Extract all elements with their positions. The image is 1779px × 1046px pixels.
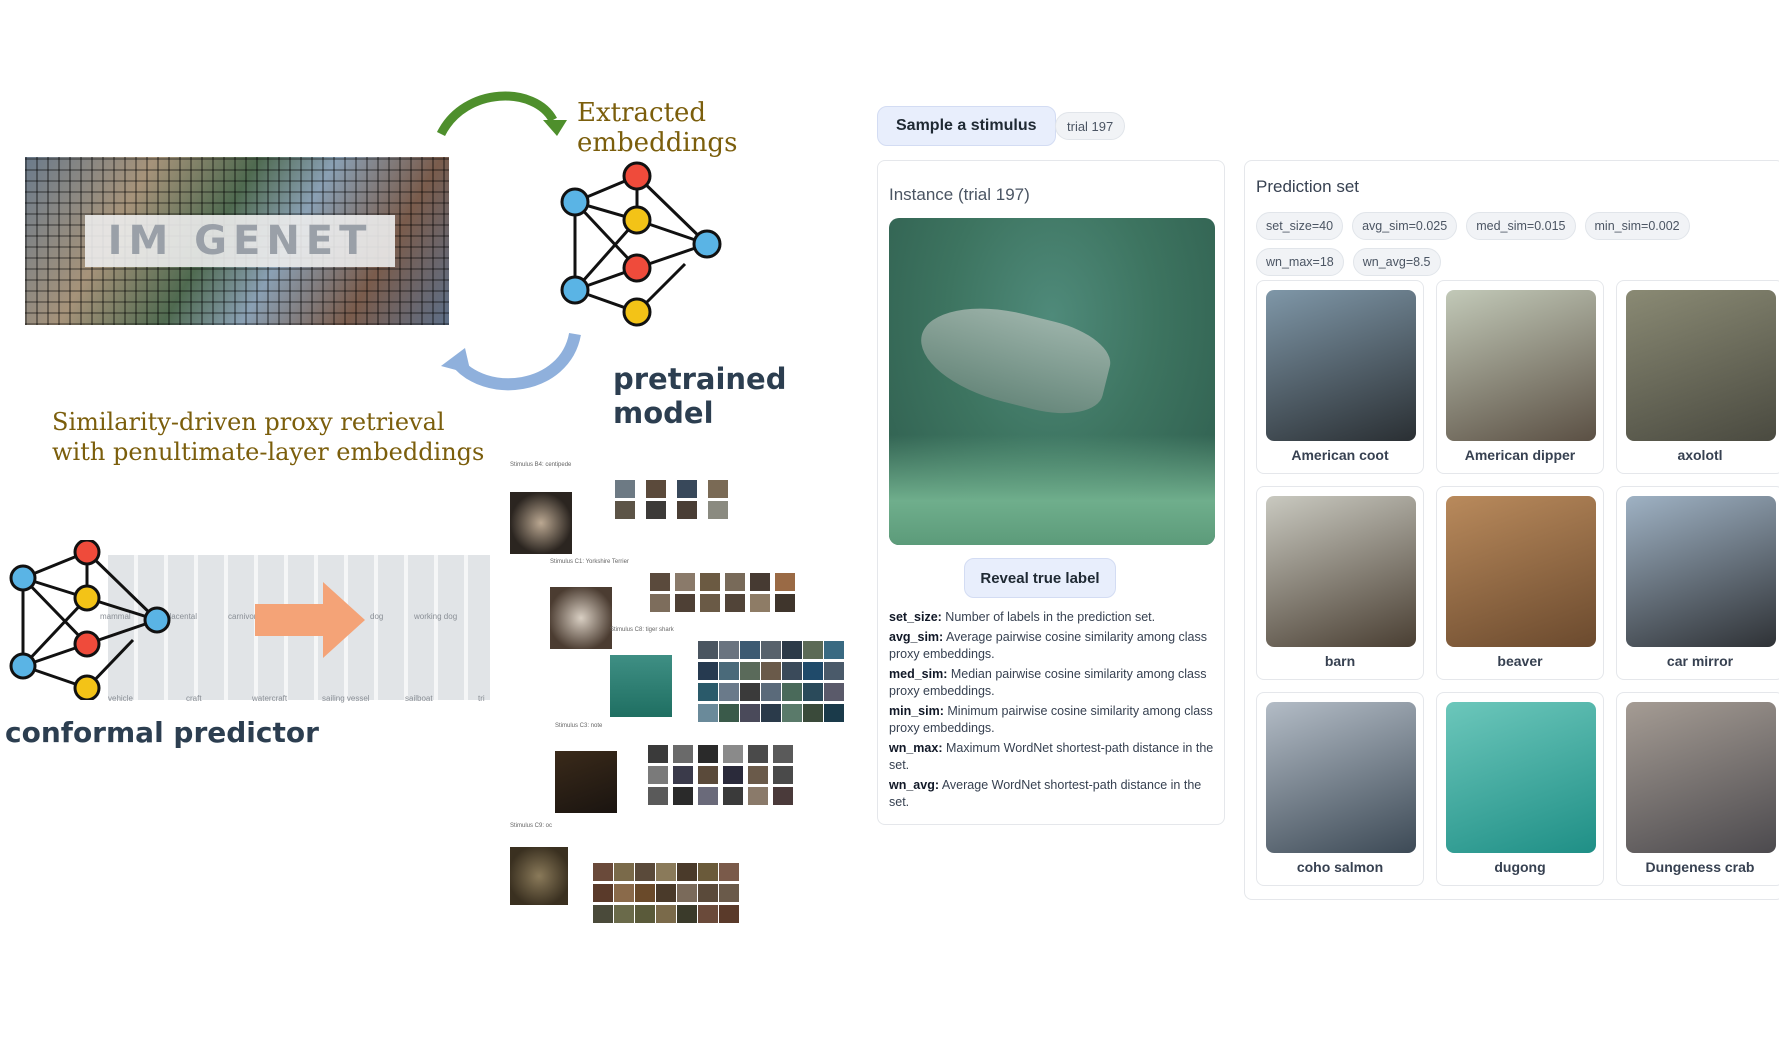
stimulus-image-centipede xyxy=(510,492,572,554)
conformal-predictor-network-icon xyxy=(9,540,171,700)
prediction-grid: American coot American dipper axolotl ba… xyxy=(1256,280,1779,886)
imagenet-wordmark: IM GENET xyxy=(85,215,395,267)
stimulus-image-note xyxy=(555,751,617,813)
stimulus-image-shark xyxy=(610,655,672,717)
stimulus-image xyxy=(889,218,1215,545)
pretrained-model-label: pretrained model xyxy=(613,362,787,430)
sample-stimulus-button[interactable]: Sample a stimulus xyxy=(877,106,1056,146)
prediction-tile[interactable]: beaver xyxy=(1436,486,1604,680)
prediction-label: car mirror xyxy=(1666,653,1734,669)
hierarchy-label-carnivore: carnivore xyxy=(228,612,261,621)
hierarchy-label-tri: tri xyxy=(478,694,485,703)
prediction-label: American dipper xyxy=(1464,447,1576,463)
prediction-image xyxy=(1446,702,1596,853)
instance-title: Instance (trial 197) xyxy=(889,185,1030,204)
prediction-tile[interactable]: axolotl xyxy=(1616,280,1779,474)
imagenet-mosaic: IM GENET xyxy=(25,157,449,325)
stimulus-caption-c8: Stimulus C8: tiger shark xyxy=(610,627,674,633)
demo-app: Sample a stimulus trial 197 Instance (tr… xyxy=(870,0,1779,1046)
chip-set-size: set_size=40 xyxy=(1256,212,1344,240)
thumb-grid-c8 xyxy=(698,641,844,722)
prediction-image xyxy=(1626,290,1776,441)
prediction-tile[interactable]: car mirror xyxy=(1616,486,1779,680)
prediction-tile[interactable]: Dungeness crab xyxy=(1616,692,1779,886)
green-curved-arrow xyxy=(436,91,567,137)
chip-wn-max: wn_max=18 xyxy=(1256,248,1344,276)
prediction-label: coho salmon xyxy=(1296,859,1384,875)
definition-min-sim: min_sim: Minimum pairwise cosine similar… xyxy=(889,703,1213,736)
prediction-image xyxy=(1266,496,1416,647)
prediction-label: axolotl xyxy=(1677,447,1723,463)
prediction-image xyxy=(1266,702,1416,853)
definition-med-sim: med_sim: Median pairwise cosine similari… xyxy=(889,666,1207,699)
prediction-tile[interactable]: American dipper xyxy=(1436,280,1604,474)
hierarchy-label-vehicle: vehicle xyxy=(108,694,133,703)
hierarchy-label-sailboat: sailboat xyxy=(405,694,433,703)
retrieval-label-line2: with penultimate-layer embeddings xyxy=(52,438,485,466)
hierarchy-label-working-dog: working dog xyxy=(414,612,458,621)
stimulus-caption-c1: Stimulus C1: Yorkshire Terrier xyxy=(550,559,629,565)
thumb-grid-c9 xyxy=(593,863,739,923)
prediction-label: beaver xyxy=(1497,653,1543,669)
shark-shape xyxy=(910,291,1118,425)
stimulus-collage: Stimulus B4: centipede Stimulus C1: York… xyxy=(505,455,844,955)
stimulus-caption-c3: Stimulus C3: note xyxy=(555,723,603,729)
prediction-set-title: Prediction set xyxy=(1256,177,1359,196)
hierarchy-label-dog: dog xyxy=(370,612,384,621)
definition-wn-max: wn_max: Maximum WordNet shortest-path di… xyxy=(889,740,1214,773)
stimulus-caption-c9: Stimulus C9: oc xyxy=(510,823,553,829)
instance-card: Instance (trial 197) Reveal true label s… xyxy=(877,160,1225,825)
pipeline-figure: Extracted embeddings IM GENET pretrained… xyxy=(0,0,870,1046)
hierarchy-label-watercraft: watercraft xyxy=(252,694,288,703)
chip-avg-sim: avg_sim=0.025 xyxy=(1352,212,1458,240)
reveal-true-label-button[interactable]: Reveal true label xyxy=(964,558,1116,598)
retrieval-label-line1: Similarity-driven proxy retrieval xyxy=(52,408,445,436)
prediction-tile[interactable]: American coot xyxy=(1256,280,1424,474)
pretrained-model-network-icon xyxy=(560,161,722,327)
sea-floor xyxy=(889,435,1215,545)
definition-wn-avg: wn_avg: Average WordNet shortest-path di… xyxy=(889,777,1202,810)
chip-med-sim: med_sim=0.015 xyxy=(1466,212,1576,240)
definition-set-size: set_size: Number of labels in the predic… xyxy=(889,610,1156,624)
thumb-grid-c1 xyxy=(650,573,797,612)
stimulus-image-oc xyxy=(510,847,568,905)
definition-avg-sim: avg_sim: Average pairwise cosine similar… xyxy=(889,629,1207,662)
prediction-image xyxy=(1446,290,1596,441)
prediction-image xyxy=(1266,290,1416,441)
chip-wn-avg: wn_avg=8.5 xyxy=(1352,248,1441,276)
extracted-embeddings-label: Extracted embeddings xyxy=(577,98,738,158)
prediction-label: Dungeness crab xyxy=(1645,859,1755,875)
metric-chips: set_size=40 avg_sim=0.025 med_sim=0.015 … xyxy=(1256,212,1779,276)
metric-definitions: set_size: Number of labels in the predic… xyxy=(889,609,1221,814)
prediction-image xyxy=(1626,702,1776,853)
orange-arrow-icon xyxy=(255,582,365,658)
stimulus-caption-b4: Stimulus B4: centipede xyxy=(510,462,572,468)
conformal-predictor-label: conformal predictor xyxy=(5,716,319,749)
hierarchy-label-mammal: mammal xyxy=(100,612,131,621)
prediction-tile[interactable]: barn xyxy=(1256,486,1424,680)
prediction-image xyxy=(1626,496,1776,647)
thumb-grid-c3 xyxy=(648,745,795,805)
thumb-grid-b4 xyxy=(615,480,736,519)
prediction-set-card: Prediction set set_size=40 avg_sim=0.025… xyxy=(1244,160,1779,900)
chip-min-sim: min_sim=0.002 xyxy=(1584,212,1690,240)
hierarchy-label-craft: craft xyxy=(186,694,202,703)
prediction-image xyxy=(1446,496,1596,647)
prediction-label: barn xyxy=(1324,653,1356,669)
stimulus-image-terrier xyxy=(550,587,612,649)
blue-curved-arrow xyxy=(441,332,581,391)
prediction-tile[interactable]: dugong xyxy=(1436,692,1604,886)
prediction-label: American coot xyxy=(1291,447,1389,463)
prediction-tile[interactable]: coho salmon xyxy=(1256,692,1424,886)
hierarchy-label-sailing-vessel: sailing vessel xyxy=(322,694,370,703)
prediction-label: dugong xyxy=(1494,859,1546,875)
hierarchy-label-placental: placental xyxy=(165,612,198,621)
trial-badge: trial 197 xyxy=(1055,112,1126,140)
